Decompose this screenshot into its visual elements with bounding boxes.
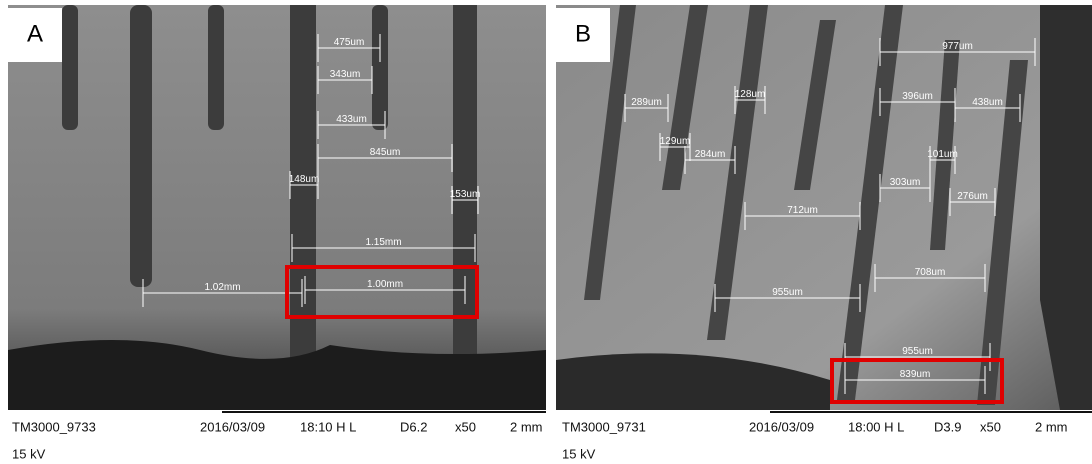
footer-time: 18:10 H L — [300, 419, 356, 434]
measure-label: 129um — [660, 136, 691, 147]
footer-detector: D6.2 — [400, 419, 427, 434]
footer-voltage: 15 kV — [562, 446, 596, 461]
annotations: 475um 343um 433um 845um 148um 153um 1.15mm 1.02… — [8, 8, 1068, 461]
footer-scale: 2 mm — [1035, 419, 1068, 434]
measure-label: 433um — [336, 114, 367, 125]
measure-label: 955um — [772, 287, 803, 298]
micrograph-a — [8, 5, 546, 410]
measure-label: 839um — [900, 369, 931, 380]
micrograph-b — [556, 5, 1092, 410]
measure-label: 475um — [334, 37, 365, 48]
label-box — [556, 8, 610, 62]
panel-label: B — [575, 20, 591, 47]
measure-label: 101um — [927, 149, 958, 160]
footer-time: 18:00 H L — [848, 419, 904, 434]
footer-scale: 2 mm — [510, 419, 543, 434]
measure-label: 712um — [787, 205, 818, 216]
panel-label: A — [27, 20, 43, 47]
measure-label: 1.15mm — [365, 237, 401, 248]
measure-label: 289um — [631, 97, 662, 108]
footer-magnification: x50 — [980, 419, 1001, 434]
measure-label: 396um — [902, 91, 933, 102]
measure-label: 153um — [450, 189, 481, 200]
footer-detector: D3.9 — [934, 419, 961, 434]
measure-label: 1.02mm — [204, 282, 240, 293]
measure-label: 708um — [915, 267, 946, 278]
footer-magnification: x50 — [455, 419, 476, 434]
footer-id: TM3000_9733 — [12, 419, 96, 434]
measure-label: 343um — [330, 69, 361, 80]
label-box — [8, 8, 62, 62]
measure-label: 438um — [972, 97, 1003, 108]
measure-label: 845um — [370, 147, 401, 158]
footer-date: 2016/03/09 — [200, 419, 265, 434]
measure-label: 128um — [735, 89, 766, 100]
measure-label: 148um — [289, 174, 320, 185]
footer-id: TM3000_9731 — [562, 419, 646, 434]
footer-voltage: 15 kV — [12, 446, 46, 461]
measure-label: 1.00mm — [367, 279, 403, 290]
measure-label: 977um — [942, 41, 973, 52]
highlight-box — [830, 358, 1004, 404]
footer-date: 2016/03/09 — [749, 419, 814, 434]
measure-label: 276um — [957, 191, 988, 202]
measure-label: 284um — [695, 149, 726, 160]
measure-label: 955um — [902, 346, 933, 357]
highlight-box — [285, 265, 479, 319]
measure-label: 303um — [890, 177, 921, 188]
